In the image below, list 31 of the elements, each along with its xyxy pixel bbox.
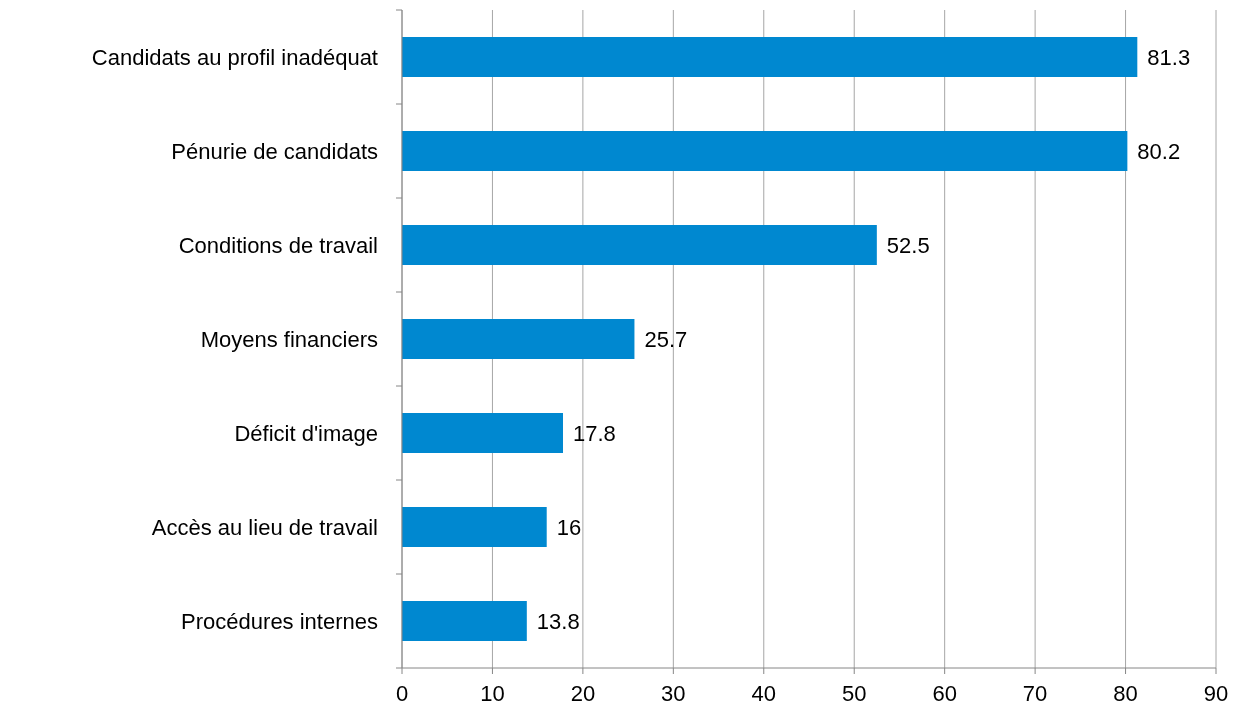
y-tick-label: Accès au lieu de travail	[151, 515, 378, 540]
bar	[402, 131, 1128, 171]
x-tick-label: 30	[661, 681, 686, 706]
bar	[402, 507, 547, 547]
x-tick-label: 90	[1203, 681, 1229, 706]
x-tick-label: 0	[395, 681, 409, 706]
data-label: 13.8	[536, 609, 580, 634]
data-label: 52.5	[886, 233, 930, 258]
x-tick-label: 50	[841, 681, 867, 706]
bar	[402, 37, 1138, 77]
data-label: 16	[556, 515, 582, 540]
y-tick-label: Déficit d'image	[234, 421, 378, 446]
bar	[402, 413, 563, 453]
bar	[402, 319, 635, 359]
y-tick-label: Pénurie de candidats	[171, 139, 378, 164]
x-tick-label: 20	[570, 681, 596, 706]
data-label: 17.8	[572, 421, 616, 446]
x-tick-label: 60	[932, 681, 957, 706]
x-tick-label: 80	[1113, 681, 1138, 706]
y-tick-label: Conditions de travail	[178, 233, 378, 258]
y-tick-label: Procédures internes	[181, 609, 378, 634]
bar	[402, 225, 877, 265]
data-label: 80.2	[1137, 139, 1181, 164]
x-tick-label: 10	[480, 681, 505, 706]
y-tick-label: Candidats au profil inadéquat	[91, 45, 378, 70]
x-tick-label: 70	[1022, 681, 1048, 706]
data-label: 25.7	[644, 327, 688, 352]
bar	[402, 601, 527, 641]
x-tick-label: 40	[751, 681, 777, 706]
y-tick-label: Moyens financiers	[200, 327, 378, 352]
data-label: 81.3	[1147, 45, 1191, 70]
